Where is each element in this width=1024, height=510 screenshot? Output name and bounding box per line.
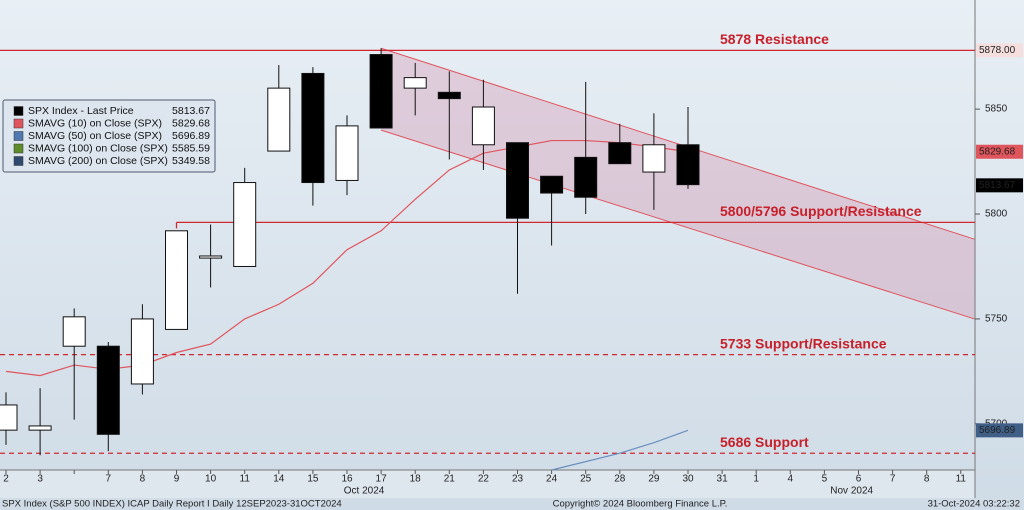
x-tick-label: 28 [614,474,626,485]
level-label: 5878 Resistance [720,31,829,47]
candle-body [540,175,564,194]
legend-name: SPX Index - Last Price [28,105,134,117]
legend-swatch [13,118,24,129]
legend-name: SMAVG (50) on Close (SPX) [28,130,162,142]
channel-line [380,129,975,320]
x-tick-label: 22 [478,474,490,485]
candle-body [506,142,529,219]
candle-body [676,144,700,186]
x-tick-label: 18 [410,474,422,485]
x-tick-label: 11 [956,474,967,485]
price-tag-label: 5878.00 [979,45,1016,56]
candle-body [0,404,18,431]
candle-body [403,77,427,89]
x-tick-label: 16 [341,474,353,485]
y-tick-label: 5800 [985,209,1008,220]
x-tick-label: 23 [512,474,524,485]
legend-value: 5696.89 [172,130,210,142]
x-tick-label: 3 [37,474,43,485]
legend-swatch [13,131,24,141]
x-tick-label: 14 [273,474,285,485]
x-tick-label: 6 [856,474,862,485]
x-tick-label: 5 [822,474,828,485]
candle-body [471,106,495,146]
ma-line [551,429,689,471]
channel-line [380,47,975,240]
level-label: 5733 Support/Resistance [720,335,887,351]
price-tag-label: 5696.89 [979,425,1016,436]
candle-body [28,425,52,431]
x-tick-label: 29 [648,474,660,485]
candle-body [335,125,359,181]
candle-body [165,230,188,330]
x-tick-label: 9 [174,474,180,485]
y-tick-label: 5850 [985,104,1008,115]
candle-body [437,91,461,100]
x-tick-label: 15 [307,474,319,485]
legend-box [2,99,216,173]
candle-body [96,345,120,435]
price-tag-label: 5813.67 [979,180,1016,191]
x-tick-label: 24 [546,474,558,485]
candle-body [130,318,154,385]
legend-name: SMAVG (10) on Close (SPX) [28,117,162,129]
legend-value: 5585.59 [172,142,210,154]
level-label: 5686 Support [720,434,809,450]
candle-body [62,316,86,347]
x-tick-label: 8 [924,474,930,485]
candle-body [267,87,291,152]
x-tick-label: 1 [753,474,759,485]
month-label: Nov 2024 [830,486,873,497]
x-tick-label: 31 [717,474,729,485]
price-tag [976,178,1023,193]
x-tick-label: 7 [106,474,112,485]
legend-swatch [13,156,24,166]
price-tag [976,144,1023,159]
x-tick-label: 7 [890,474,896,485]
legend-swatch [13,143,24,154]
candle-body [608,142,632,165]
candle-body [301,72,325,184]
legend-value: 5829.68 [172,117,210,129]
x-tick-label: 30 [682,474,694,485]
x-tick-label: 21 [444,474,456,485]
price-tag [976,43,1023,58]
legend-name: SMAVG (200) on Close (SPX) [28,155,168,167]
price-tag [976,423,1023,438]
y-tick-label: 5750 [985,314,1008,325]
candle-body [642,144,666,173]
candle-body [199,255,223,259]
x-tick-label: 10 [205,474,217,485]
candle-body [233,182,257,267]
footer-right: 31-Oct-2024 03:22:32 [928,499,1020,510]
x-tick-label: 2 [3,474,9,485]
footer-center: Copyright© 2024 Bloomberg Finance L.P. [553,499,728,510]
candle-body [369,54,393,129]
footer-left: SPX Index (S&P 500 INDEX) ICAP Daily Rep… [2,499,342,510]
x-tick-label: 8 [140,474,146,485]
x-tick-label: 25 [580,474,592,485]
legend-swatch [13,106,24,116]
x-tick-label: 11 [240,474,251,485]
level-label: 5800/5796 Support/Resistance [720,203,922,219]
x-tick-label: 4 [788,474,794,485]
legend-name: SMAVG (100) on Close (SPX) [28,142,168,154]
x-tick-label: 17 [376,474,388,485]
month-label: Oct 2024 [344,486,385,497]
candle-body [574,156,598,198]
price-tag-label: 5829.68 [979,146,1016,157]
legend-value: 5349.58 [172,155,210,167]
legend-value: 5813.67 [172,105,210,117]
x-axis-band [0,470,975,498]
